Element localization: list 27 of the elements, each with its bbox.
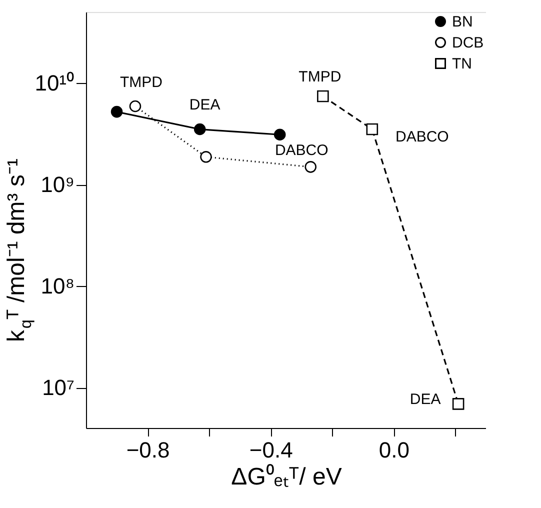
- point: [274, 128, 286, 141]
- legend-label: BN: [452, 14, 473, 30]
- annotation: DEA: [189, 96, 220, 114]
- point: [304, 161, 317, 173]
- y-tick-label: 10⁷: [42, 375, 75, 400]
- x-tick-label: −0.8: [126, 438, 170, 462]
- y-tick-label: 10⁸: [40, 274, 74, 299]
- point: [317, 90, 329, 102]
- x-axis-title: ΔG⁰ₑₜᵀ/ eV: [231, 464, 342, 490]
- annotation: TMPD: [120, 74, 163, 92]
- point: [200, 151, 212, 163]
- point: [366, 123, 378, 136]
- y-tick-label: 10¹⁰: [34, 70, 74, 96]
- point: [194, 123, 206, 136]
- legend-label: TN: [452, 56, 472, 72]
- point: [129, 100, 142, 112]
- y-axis-title: kqᵀ /mol⁻¹ dm³ s⁻¹: [3, 158, 35, 342]
- y-tick-label: 10⁹: [40, 172, 74, 198]
- legend-label: DCB: [452, 34, 484, 52]
- annotation: DEA: [410, 390, 441, 408]
- annotation: DABCO: [395, 128, 449, 146]
- x-tick-label: 0.0: [378, 438, 410, 462]
- x-tick-label: −0.4: [249, 438, 293, 462]
- annotation: TMPD: [298, 68, 342, 86]
- point: [110, 106, 123, 118]
- annotation: DABCO: [274, 142, 328, 159]
- point: [452, 398, 464, 410]
